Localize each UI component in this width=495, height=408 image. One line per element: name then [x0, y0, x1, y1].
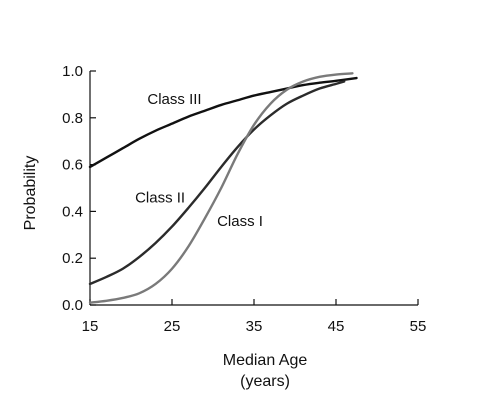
x-tick-label: 25: [164, 318, 181, 335]
x-tick-label: 35: [246, 318, 263, 335]
y-tick-label: 0.2: [62, 250, 83, 267]
series-label-class-ii: Class II: [135, 189, 185, 206]
series-line-class-iii: [88, 76, 358, 169]
x-ticks: 15 25 35 45 55: [82, 299, 427, 335]
y-ticks: 0.0 0.2 0.4 0.6 0.8 1.0: [62, 63, 96, 314]
series-line-class-ii: [88, 80, 346, 286]
axes: [89, 71, 418, 306]
x-axis-unit: (years): [240, 373, 290, 390]
y-tick-label: 1.0: [62, 63, 83, 80]
series-labels: Class III Class II Class I: [135, 91, 263, 230]
series-label-class-iii: Class III: [147, 91, 201, 108]
x-tick-label: 55: [410, 318, 427, 335]
series-label-class-i: Class I: [217, 213, 263, 230]
x-tick-label: 45: [328, 318, 345, 335]
series-lines: [88, 72, 358, 304]
y-tick-label: 0.8: [62, 110, 83, 127]
y-tick-label: 0.6: [62, 157, 83, 174]
x-tick-label: 15: [82, 318, 99, 335]
series-line-class-i: [88, 72, 354, 304]
x-axis-title: Median Age: [223, 352, 308, 369]
y-tick-label: 0.4: [62, 203, 83, 220]
y-axis-title: Probability: [22, 156, 39, 231]
y-tick-label: 0.0: [62, 297, 83, 314]
